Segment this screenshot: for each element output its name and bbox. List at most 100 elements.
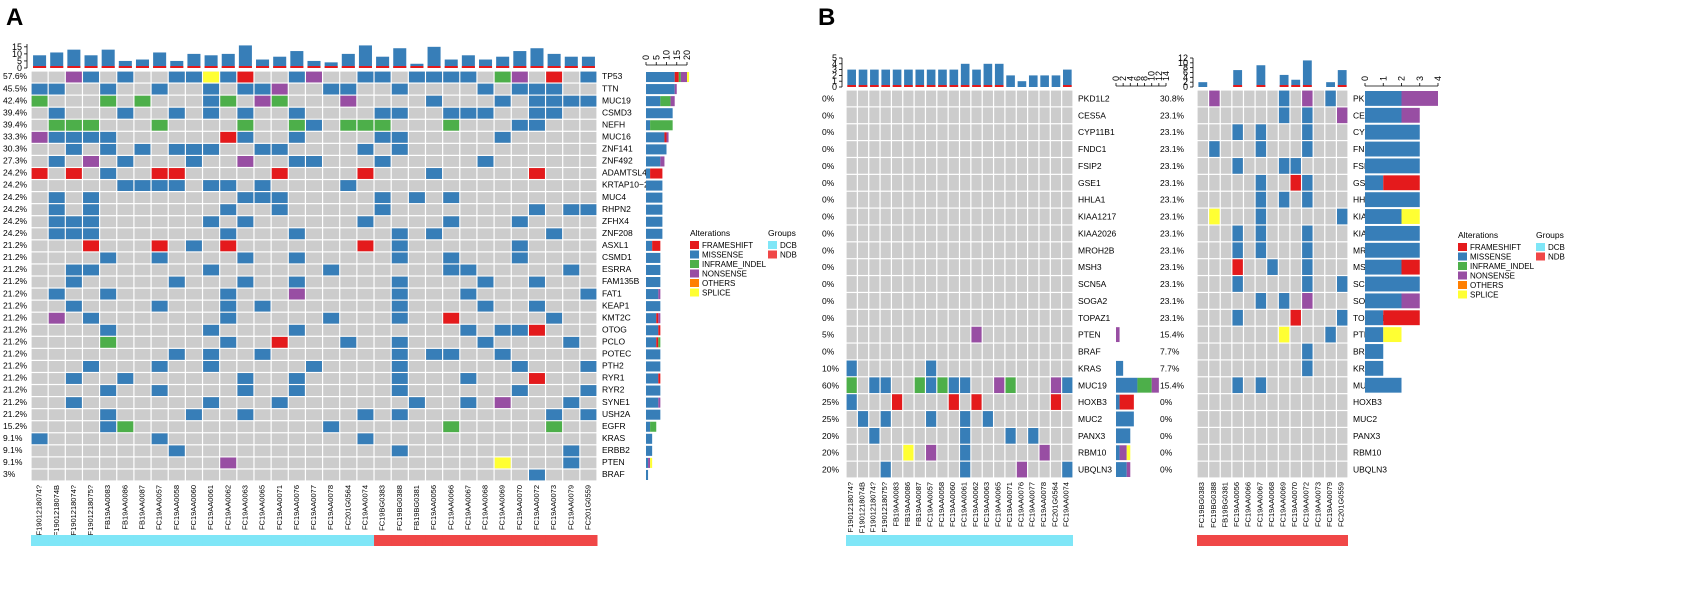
top-axis-tick-label: 0 [17, 63, 22, 73]
heatmap-cell-empty [1197, 225, 1209, 242]
heatmap-cell-empty [914, 326, 925, 343]
row-percentage: 0% [822, 279, 835, 289]
sample-label: FC19AA0061 [960, 482, 969, 527]
heatmap-cell-empty [1313, 259, 1325, 275]
heatmap-cell-missense [237, 83, 254, 95]
heatmap-cell-empty [971, 208, 982, 225]
row-percentage: 0% [822, 347, 835, 357]
heatmap-cell-empty [323, 119, 340, 131]
heatmap-cell-empty [426, 143, 443, 155]
gene-label: KRAS [602, 433, 625, 443]
heatmap-cell-empty [1313, 461, 1325, 478]
heatmap-cell-missense [960, 444, 971, 461]
heatmap-cell-empty [948, 427, 959, 444]
row-percentage: 10% [822, 363, 839, 373]
right-bar-missense [646, 180, 663, 191]
heatmap-cell-empty [1232, 427, 1243, 444]
heatmap-cell-empty [185, 348, 202, 360]
right-bar-missense [646, 373, 659, 384]
heatmap-cell-empty [357, 457, 374, 469]
heatmap-cell-missense [1232, 242, 1243, 259]
gene-label: SYNE1 [602, 397, 630, 407]
heatmap-cell-empty [546, 143, 563, 155]
heatmap-cell-empty [237, 240, 254, 252]
heatmap-cell-missense [960, 377, 971, 394]
heatmap-cell-empty [477, 324, 494, 336]
heatmap-cell-missense [408, 192, 425, 204]
right-bar-missense [646, 108, 673, 119]
heatmap-cell-missense [151, 300, 168, 312]
heatmap-cell-empty [134, 204, 151, 216]
heatmap-cell-empty [391, 397, 408, 409]
group-bar-segment [305, 535, 324, 546]
heatmap-cell-empty [100, 216, 117, 228]
heatmap-cell-empty [494, 385, 511, 396]
heatmap-cell-empty [203, 469, 220, 481]
gene-label: MROH2B [1078, 245, 1115, 255]
heatmap-cell-missense [374, 156, 391, 167]
heatmap-cell-missense [1302, 225, 1313, 242]
heatmap-cell-empty [982, 377, 993, 394]
heatmap-cell-missense [857, 411, 869, 427]
heatmap-cell-empty [892, 158, 903, 174]
heatmap-cell-empty [48, 385, 65, 396]
heatmap-cell-empty [408, 373, 425, 384]
heatmap-cell-empty [948, 276, 959, 292]
heatmap-cell-empty [1325, 225, 1336, 242]
heatmap-cell-empty [288, 361, 305, 372]
heatmap-cell-empty [846, 326, 857, 343]
top-count-bar [496, 56, 510, 68]
heatmap-cell-empty [65, 204, 82, 216]
heatmap-cell-empty [903, 377, 914, 394]
heatmap-cell-missense [203, 143, 220, 155]
top-count-bar-frameshift [1256, 85, 1266, 87]
heatmap-cell-empty [1290, 141, 1301, 157]
gene-label: KIAA1217 [1078, 212, 1117, 222]
heatmap-cell-empty [306, 385, 322, 396]
heatmap-cell-empty [477, 131, 494, 143]
heatmap-cell-empty [869, 208, 880, 225]
heatmap-cell-inframe_indel [151, 119, 168, 131]
heatmap-cell-empty [65, 421, 82, 433]
row-percentage: 21.2% [3, 276, 28, 286]
top-count-bar [1051, 75, 1061, 87]
heatmap-cell-empty [477, 119, 494, 131]
heatmap-cell-nonsense [83, 156, 100, 167]
heatmap-cell-empty [1325, 242, 1336, 259]
heatmap-cell-empty [1244, 107, 1255, 124]
heatmap-cell-empty [1325, 377, 1336, 394]
heatmap-cell-empty [1209, 444, 1220, 461]
heatmap-cell-empty [1050, 259, 1062, 275]
heatmap-cell-empty [374, 300, 391, 312]
heatmap-cell-empty [237, 361, 254, 372]
heatmap-cell-missense [306, 156, 322, 167]
heatmap-cell-empty [494, 192, 511, 204]
heatmap-cell-empty [426, 264, 443, 276]
heatmap-cell-empty [1050, 309, 1062, 326]
heatmap-cell-empty [1197, 259, 1209, 275]
heatmap-cell-empty [83, 252, 100, 264]
heatmap-cell-empty [477, 192, 494, 204]
heatmap-cell-empty [271, 71, 288, 83]
heatmap-cell-empty [408, 361, 425, 372]
heatmap-cell-missense [203, 324, 220, 336]
legend-swatch-others [1458, 281, 1467, 289]
heatmap-cell-empty [494, 264, 511, 276]
heatmap-cell-missense [83, 264, 100, 276]
heatmap-cell-empty [1050, 427, 1062, 444]
legend-swatch-dcb [768, 241, 777, 249]
sample-label: FC19AA0072 [532, 485, 541, 530]
heatmap-cell-empty [1197, 174, 1209, 191]
heatmap-cell-missense [960, 427, 971, 444]
heatmap-cell-empty [203, 240, 220, 252]
heatmap-cell-empty [971, 158, 982, 174]
heatmap-cell-empty [546, 433, 563, 445]
heatmap-cell-empty [254, 204, 271, 216]
heatmap-cell-empty [528, 336, 545, 348]
heatmap-cell-empty [426, 312, 443, 324]
heatmap-cell-empty [546, 180, 563, 191]
heatmap-cell-empty [1325, 276, 1336, 292]
heatmap-cell-empty [1209, 461, 1220, 478]
heatmap-cell-empty [1255, 444, 1267, 461]
heatmap-cell-empty [306, 276, 322, 288]
